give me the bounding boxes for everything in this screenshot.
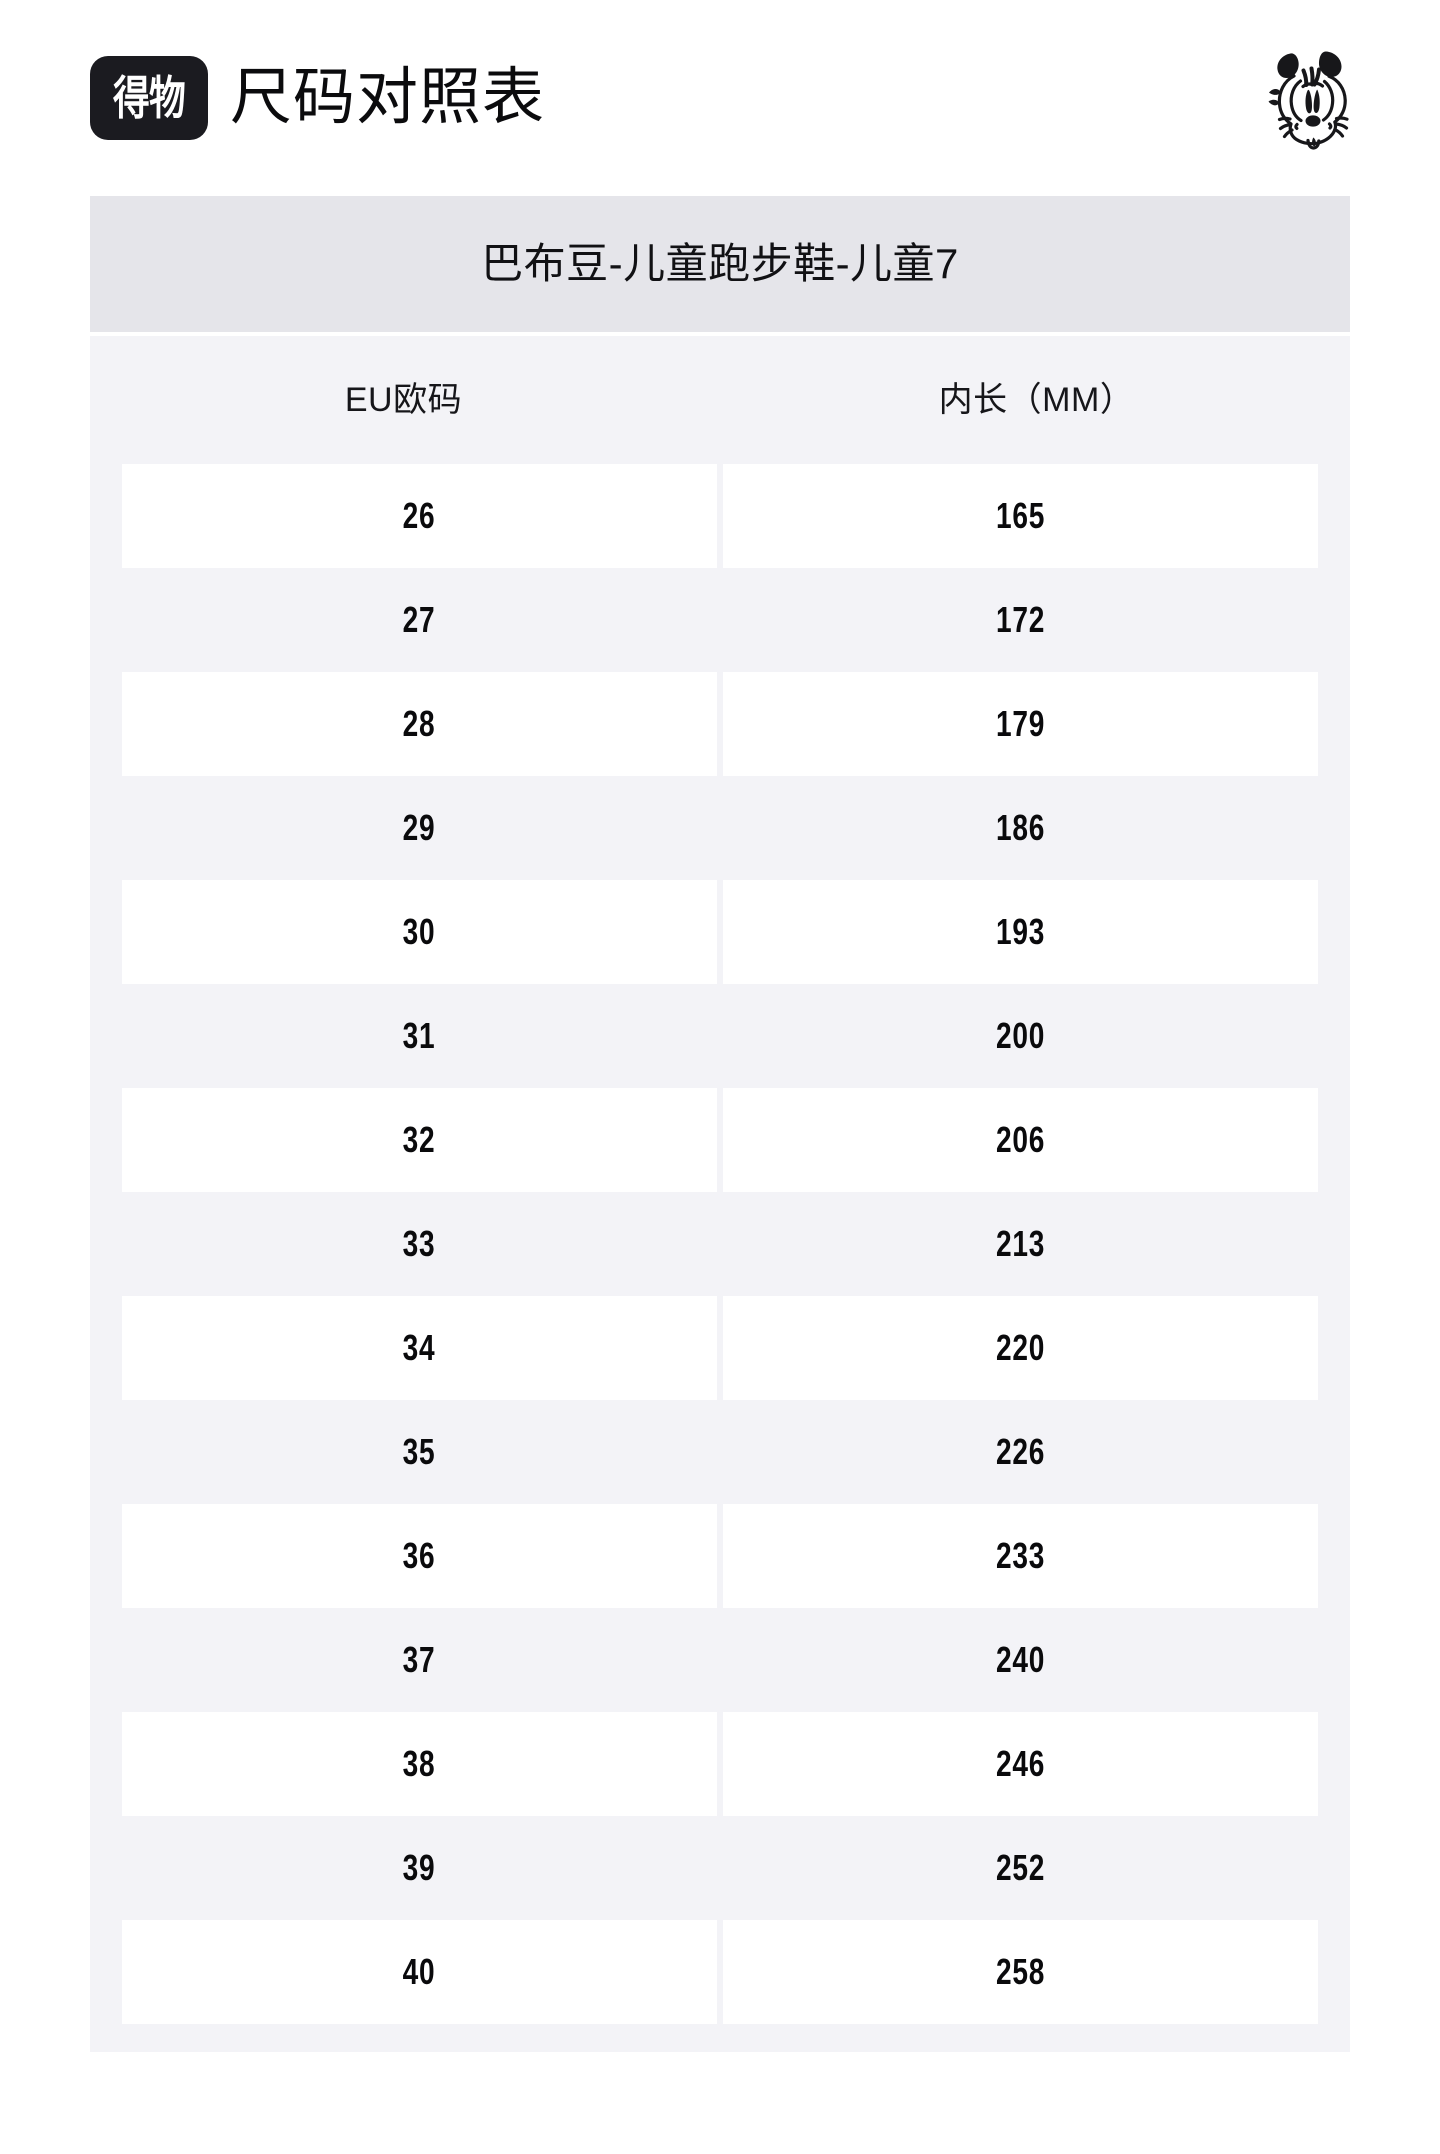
cell-eu-size-value: 38 [403,1743,436,1784]
cell-inner-length-value: 226 [995,1431,1046,1472]
table-header-row: EU欧码 内长（MM） [90,336,1350,464]
cell-inner-length-value: 240 [995,1639,1046,1680]
cell-eu-size: 35 [122,1400,717,1504]
cell-inner-length-value: 200 [995,1015,1046,1056]
cell-eu-size: 32 [122,1088,717,1192]
cell-inner-length-value: 206 [995,1119,1046,1160]
cell-eu-size: 31 [122,984,717,1088]
table-row: 39 252 [90,1816,1350,1920]
cell-eu-size: 29 [122,776,717,880]
bobdog-mascot-icon [1268,51,1349,150]
cell-eu-size: 39 [122,1816,717,1920]
cell-eu-size-value: 40 [403,1951,436,1992]
table-row: 36 233 [90,1504,1350,1608]
cell-inner-length: 226 [723,1400,1318,1504]
cell-eu-size-value: 39 [403,1847,436,1888]
cell-inner-length-value: 179 [995,703,1046,744]
cell-eu-size-value: 31 [403,1015,436,1056]
cell-inner-length: 206 [723,1088,1318,1192]
column-header-inner-length: 内长（MM） [938,381,1135,419]
cell-eu-size-value: 26 [403,495,436,536]
cell-inner-length-value: 233 [995,1535,1046,1576]
table-row: 29 186 [90,776,1350,880]
cell-eu-size: 30 [122,880,717,984]
table-row: 27 172 [90,568,1350,672]
size-table: EU欧码 内长（MM） 26 165 27 172 28 179 29 186 30 193 31 2… [90,336,1350,2052]
table-row: 34 220 [90,1296,1350,1400]
table-row: 26 165 [90,464,1350,568]
cell-eu-size-value: 27 [403,599,436,640]
cell-inner-length: 220 [723,1296,1318,1400]
cell-inner-length-value: 172 [995,599,1046,640]
cell-eu-size-value: 35 [403,1431,436,1472]
cell-eu-size-value: 32 [403,1119,436,1160]
cell-inner-length: 213 [723,1192,1318,1296]
cell-inner-length-value: 193 [995,911,1046,952]
cell-eu-size-value: 37 [403,1639,436,1680]
table-row: 28 179 [90,672,1350,776]
table-row: 32 206 [90,1088,1350,1192]
cell-inner-length: 233 [723,1504,1318,1608]
table-row: 33 213 [90,1192,1350,1296]
table-row: 40 258 [90,1920,1350,2024]
product-title-band: 巴布豆-儿童跑步鞋-儿童7 [90,196,1350,332]
cell-inner-length: 172 [723,568,1318,672]
table-body: 26 165 27 172 28 179 29 186 30 193 31 200 32 206 33 213… [90,464,1350,2024]
cell-inner-length-value: 165 [995,495,1046,536]
cell-eu-size: 26 [122,464,717,568]
table-row: 31 200 [90,984,1350,1088]
cell-inner-length: 179 [723,672,1318,776]
cell-inner-length-value: 220 [995,1327,1046,1368]
cell-inner-length-value: 213 [995,1223,1046,1264]
page-header: 得物 尺码对照表 [0,0,1440,196]
cell-inner-length: 193 [723,880,1318,984]
cell-eu-size-value: 29 [403,807,436,848]
cell-eu-size-value: 34 [403,1327,436,1368]
cell-inner-length: 240 [723,1608,1318,1712]
cell-eu-size: 37 [122,1608,717,1712]
product-title: 巴布豆-儿童跑步鞋-儿童7 [481,240,959,287]
cell-inner-length: 252 [723,1816,1318,1920]
cell-inner-length: 200 [723,984,1318,1088]
cell-eu-size: 38 [122,1712,717,1816]
cell-eu-size: 34 [122,1296,717,1400]
cell-inner-length-value: 252 [995,1847,1046,1888]
table-row: 35 226 [90,1400,1350,1504]
cell-inner-length: 186 [723,776,1318,880]
cell-inner-length-value: 246 [995,1743,1046,1784]
cell-inner-length: 246 [723,1712,1318,1816]
dewu-logo-text: 得物 [113,72,186,124]
dewu-logo: 得物 [90,56,208,140]
cell-eu-size: 40 [122,1920,717,2024]
cell-eu-size-value: 36 [403,1535,436,1576]
table-row: 38 246 [90,1712,1350,1816]
cell-eu-size-value: 28 [403,703,436,744]
cell-eu-size: 27 [122,568,717,672]
cell-inner-length: 258 [723,1920,1318,2024]
cell-eu-size: 28 [122,672,717,776]
cell-eu-size: 33 [122,1192,717,1296]
table-row: 30 193 [90,880,1350,984]
cell-eu-size-value: 30 [403,911,436,952]
cell-inner-length-value: 186 [995,807,1046,848]
page-title: 尺码对照表 [230,63,546,132]
cell-inner-length: 165 [723,464,1318,568]
brand-block: 得物 尺码对照表 [90,56,1256,140]
cell-eu-size-value: 33 [403,1223,436,1264]
cell-eu-size: 36 [122,1504,717,1608]
table-row: 37 240 [90,1608,1350,1712]
column-header-eu-size: EU欧码 [344,381,463,419]
cell-inner-length-value: 258 [995,1951,1046,1992]
